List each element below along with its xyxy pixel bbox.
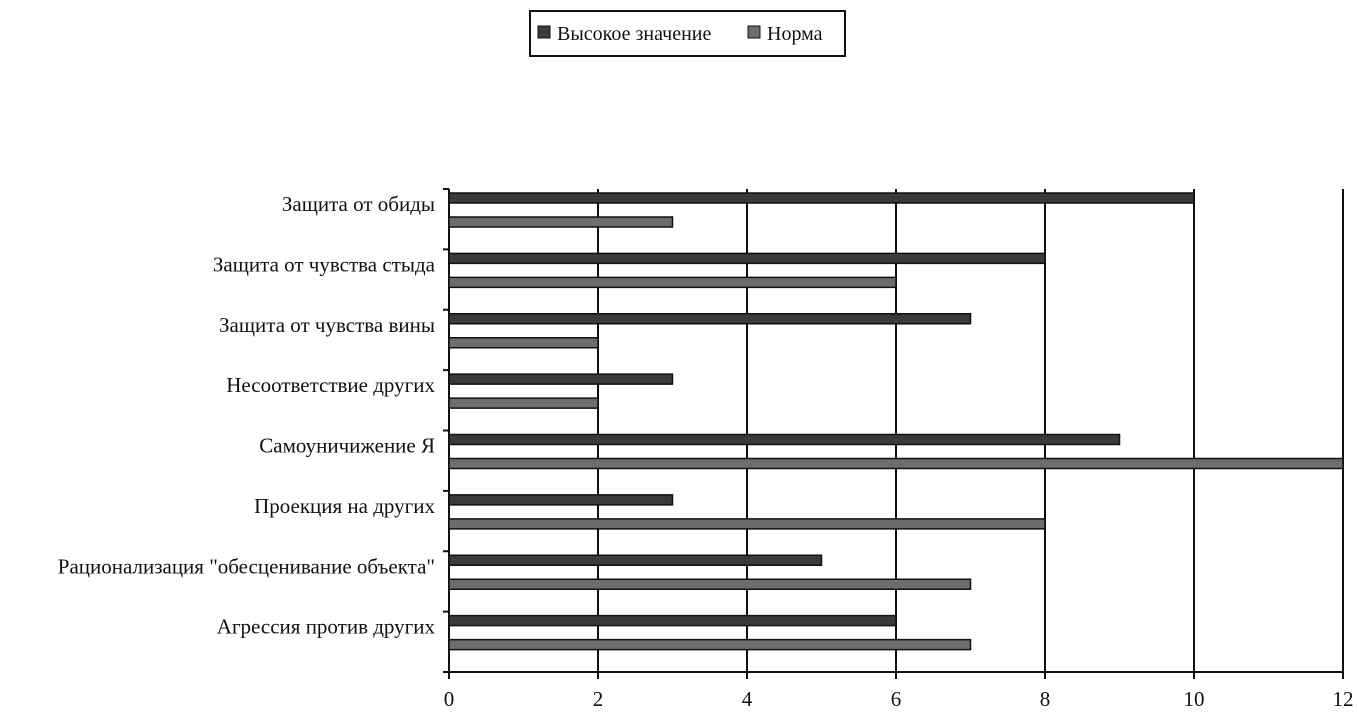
bar-norm [448,216,674,228]
category-label: Самоуничижение Я [259,434,435,458]
bar-high-value [448,252,1046,265]
bar-norm [448,397,599,409]
category-label: Рационализация "обесценивание объекта" [58,554,435,578]
axes [443,188,1344,679]
x-tick-label: 8 [1040,687,1051,711]
x-tick-label: 12 [1333,687,1354,711]
bar-high-value [448,313,972,325]
x-tick-label: 6 [891,687,902,711]
legend-label-norm: Норма [767,23,823,45]
bars [448,192,1344,651]
x-tick-label: 0 [444,687,455,711]
bar-high-value [448,614,897,627]
category-label: Несоответствие других [226,373,435,397]
bar-high-value [448,373,674,385]
bar-norm [448,578,972,590]
x-tick-labels: 0 2 4 6 8 10 12 [444,687,1354,711]
gridlines [597,189,1344,672]
bar-norm [448,638,972,651]
bar-high-value [448,494,674,506]
legend-swatch-high [537,25,551,39]
category-label: Защита от обиды [282,192,435,216]
category-label: Защита от чувства стыда [213,252,436,276]
category-label: Агрессия против других [217,615,436,639]
bar-norm [448,276,897,289]
legend: Высокое значение Норма [529,10,846,57]
bar-high-value [448,554,823,566]
legend-swatch-norm [747,25,761,39]
bar-high-value [448,433,1121,446]
legend-label-high: Высокое значение [557,23,711,45]
legend-box [529,10,846,57]
x-tick-label: 2 [593,687,604,711]
category-labels: Защита от обиды Защита от чувства стыда За… [58,192,436,639]
category-label: Защита от чувства вины [219,313,435,337]
bar-norm [448,337,599,349]
x-tick-label: 10 [1184,687,1205,711]
x-tick-label: 4 [742,687,753,711]
category-label: Проекция на других [254,494,435,518]
bar-norm [448,457,1344,470]
bar-norm [448,518,1046,530]
bar-high-value [448,192,1195,204]
